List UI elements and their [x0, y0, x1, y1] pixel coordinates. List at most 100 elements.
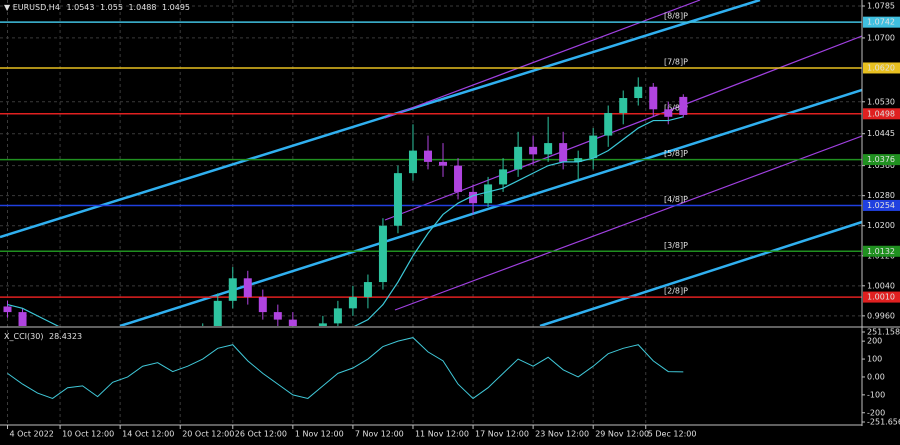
channels: [0, 0, 862, 326]
y-tick-label: 1.0530: [867, 97, 895, 106]
price-label: 1.0620: [867, 63, 895, 72]
candle-body: [619, 98, 628, 114]
symbol: EURUSD,H4: [13, 3, 60, 12]
ohlc: 1.0543: [66, 3, 94, 12]
levels: [8/8]P [7/8]P [6/8]P [5/8]P [4/8]P [3/8]P [2/8…: [0, 12, 862, 298]
x-tick-label: 5 Dec 12:00: [648, 430, 697, 439]
candles: [3, 77, 688, 402]
y-tick-label: 251.1587: [867, 328, 900, 337]
price-label: 1.0742: [867, 18, 895, 27]
candle-body: [649, 86, 658, 110]
price-label-box: [863, 62, 900, 74]
x-tick-label: 14 Oct 12:00: [122, 430, 174, 439]
candle-body: [124, 383, 132, 391]
channel-line: [384, 0, 701, 119]
candle-body: [213, 300, 222, 326]
candle-body: [363, 282, 372, 298]
level-name: [3/8]P: [664, 241, 688, 250]
candle-body: [258, 297, 267, 313]
grid: [0, 0, 862, 424]
candle-body: [378, 225, 387, 283]
candle-body: [49, 361, 57, 376]
candle-body: [393, 173, 402, 226]
candle-body: [139, 361, 147, 384]
x-tick-label: 7 Nov 12:00: [355, 430, 404, 439]
candle-body: [544, 143, 553, 155]
y-tick-label: -251.6565: [867, 418, 900, 427]
channel-line: [119, 88, 862, 326]
y-tick-label: 0.9960: [867, 311, 895, 320]
axes: 1.07851.07001.05301.04451.03601.02801.02…: [7, 2, 900, 439]
candle-body: [499, 169, 508, 185]
candle-body: [199, 331, 207, 354]
channel-line: [0, 0, 761, 239]
x-tick-label: 26 Oct 12:00: [235, 430, 287, 439]
y-tick-label: 1.0360: [867, 161, 895, 170]
indicator-header: X_CCI(30) 28.4323: [4, 332, 82, 341]
price-label: 1.0010: [867, 293, 895, 302]
candle-body: [18, 312, 27, 326]
x-tick-label: 29 Nov 12:00: [595, 430, 649, 439]
channel-line: [394, 135, 862, 311]
x-tick-label: 23 Nov 12:00: [535, 430, 589, 439]
y-tick-label: 1.0040: [867, 281, 895, 290]
candle-body: [94, 372, 102, 402]
price-label-box: [863, 154, 900, 166]
x-tick-label: 4 Oct 2022: [10, 430, 54, 439]
candle-body: [64, 365, 72, 376]
symbol: ▼: [4, 3, 13, 12]
candle-body: [454, 165, 463, 192]
level-name: [4/8]P: [664, 195, 688, 204]
candle-body: [574, 158, 583, 162]
candle-body: [3, 306, 12, 313]
ohlc: 1.0488: [128, 3, 156, 12]
channel-line: [539, 220, 862, 326]
ohlc: 1.0495: [162, 3, 190, 12]
price-label: 1.0132: [867, 247, 895, 256]
candle-body: [154, 353, 162, 361]
candle-body: [184, 353, 192, 364]
indicator-value: 28.4323: [49, 332, 82, 341]
candle-body: [304, 338, 312, 346]
price-label-box: [863, 199, 900, 211]
candle-body: [169, 353, 177, 364]
x-tick-label: 17 Nov 12:00: [475, 430, 529, 439]
price-label-box: [863, 245, 900, 257]
y-tick-label: 1.0445: [867, 129, 895, 138]
candle-body: [273, 312, 282, 320]
candle-body: [589, 135, 598, 159]
candle-body: [288, 319, 297, 326]
y-tick-label: 1.0200: [867, 221, 895, 230]
indicator-name: X_CCI(30): [4, 332, 43, 341]
candle-body: [109, 391, 117, 402]
level-name: [6/8]P: [664, 103, 688, 112]
y-tick-label: 1.0280: [867, 191, 895, 200]
x-tick-label: 1 Nov 12:00: [295, 430, 344, 439]
candle-body: [634, 86, 643, 99]
candle-body: [423, 150, 432, 162]
y-tick-label: 1.0700: [867, 33, 895, 42]
candle-body: [439, 161, 448, 166]
y-tick-label: 1.0785: [867, 2, 895, 11]
x-tick-label: 11 Nov 12:00: [415, 430, 469, 439]
candle-body: [679, 96, 688, 115]
channel-line: [384, 35, 862, 221]
y-tick-label: 200: [867, 337, 882, 346]
y-tick-label: 100: [867, 355, 882, 364]
y-tick-label: 0.00: [867, 372, 885, 381]
level-name: [7/8]P: [664, 57, 688, 66]
candle-body: [484, 184, 493, 204]
candle-body: [318, 323, 327, 326]
candle-body: [79, 365, 87, 373]
candle-body: [604, 113, 613, 136]
level-name: [5/8]P: [664, 149, 688, 158]
price-label-box: [863, 108, 900, 120]
candle-body: [408, 150, 417, 174]
y-tick-label: -100: [867, 390, 885, 399]
ohlc: 1.055: [100, 3, 123, 12]
candle-body: [469, 191, 478, 204]
level-name: [8/8]P: [664, 12, 688, 21]
moving-average: [7, 116, 684, 326]
price-label: 1.0254: [867, 201, 895, 210]
